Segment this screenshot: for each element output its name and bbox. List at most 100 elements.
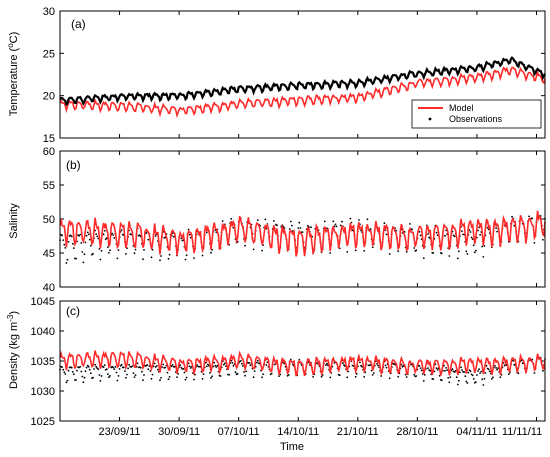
obs-point-c-174 [244, 374, 247, 377]
obs-point-b-362 [444, 234, 446, 237]
obs-point-c-163 [232, 364, 235, 367]
ylabel-a: Temperature (oC) [6, 32, 21, 117]
obs-point-b-307 [385, 233, 388, 236]
obs-point-c-219 [292, 363, 294, 366]
obs-point-c-123 [189, 367, 192, 369]
obs-point-c-374 [456, 383, 459, 386]
obs-point-b-204 [276, 224, 278, 227]
obs-point-b-217 [289, 220, 292, 223]
obs-point-c-382 [465, 380, 468, 383]
obs-point-c-134 [201, 377, 204, 380]
obs-point-c-42 [103, 364, 106, 366]
obs-point-c-78 [142, 379, 144, 382]
obs-point-c-44 [105, 368, 108, 370]
obs-point-c-342 [422, 380, 425, 382]
obs-point-b-294 [371, 246, 374, 249]
obs-point-c-117 [183, 371, 186, 374]
obs-point-b-75 [138, 234, 141, 237]
obs-point-b-411 [496, 230, 498, 233]
obs-point-b-224 [297, 227, 300, 229]
obs-point-c-431 [517, 372, 520, 375]
obs-point-b-389 [472, 244, 475, 247]
obs-point-c-76 [139, 366, 142, 369]
obs-point-b-273 [349, 217, 352, 220]
obs-point-b-18 [78, 235, 80, 237]
frame-a [59, 10, 546, 139]
obs-point-c-105 [170, 365, 173, 368]
obs-point-b-265 [341, 220, 343, 223]
obs-point-c-287 [364, 371, 367, 374]
ytick-label-c-1: 1030 [31, 386, 55, 398]
obs-point-c-238 [312, 376, 314, 378]
obs-point-b-38 [99, 258, 102, 261]
obs-point-c-2 [61, 366, 63, 368]
obs-point-c-129 [196, 364, 199, 366]
obs-point-c-348 [429, 369, 431, 372]
obs-point-c-183 [253, 370, 256, 372]
panel-tag-b: (b) [66, 158, 81, 172]
obs-point-c-191 [262, 373, 264, 376]
obs-point-c-346 [427, 367, 429, 369]
obs-point-c-162 [231, 361, 234, 364]
obs-point-c-56 [118, 368, 121, 370]
obs-point-c-11 [70, 366, 73, 369]
obs-point-c-284 [361, 365, 363, 368]
obs-point-c-121 [187, 362, 190, 365]
obs-point-c-8 [67, 369, 70, 372]
obs-point-c-343 [423, 374, 426, 376]
obs-point-c-89 [153, 362, 156, 365]
frame-c [59, 300, 546, 422]
obs-point-c-295 [372, 372, 375, 374]
obs-point-c-318 [397, 375, 400, 378]
obs-point-b-6 [65, 262, 68, 264]
obs-point-b-346 [427, 233, 429, 235]
obs-point-b-351 [432, 252, 435, 254]
obs-point-c-155 [224, 362, 226, 365]
obs-point-c-7 [66, 379, 69, 382]
obs-point-c-28 [88, 368, 91, 371]
obs-point-c-6 [65, 381, 68, 384]
obs-point-b-103 [168, 253, 171, 256]
obs-point-b-2 [61, 234, 63, 237]
obs-point-b-383 [466, 253, 469, 255]
obs-point-b-283 [360, 229, 362, 232]
obs-point-c-391 [475, 381, 477, 383]
obs-point-b-310 [388, 253, 391, 255]
obs-point-b-374 [456, 257, 459, 260]
obs-point-c-399 [483, 378, 486, 380]
obs-point-c-151 [219, 375, 222, 377]
obs-point-b-382 [465, 250, 468, 253]
obs-point-b-425 [511, 215, 513, 218]
obs-point-c-339 [419, 367, 422, 369]
obs-point-c-38 [99, 380, 102, 382]
obs-point-c-34 [95, 365, 98, 368]
obs-point-c-352 [433, 370, 436, 373]
obs-point-c-12 [71, 371, 74, 373]
obs-point-c-113 [179, 364, 182, 367]
obs-point-c-148 [216, 364, 219, 367]
obs-point-b-186 [256, 219, 259, 222]
obs-point-b-27 [87, 233, 90, 236]
panel-b: Salinity (b) 40 45 50 55 60 [8, 146, 546, 294]
obs-point-c-414 [499, 376, 502, 378]
obs-point-b-225 [298, 221, 301, 224]
obs-point-c-25 [85, 366, 88, 369]
obs-point-c-366 [448, 381, 451, 384]
obs-point-b-153 [221, 220, 224, 222]
panel-a: Temperature (oC) (a) 15 20 25 30 Model Obse… [6, 6, 546, 145]
obs-point-c-389 [472, 378, 475, 380]
obs-point-b-23 [83, 253, 86, 256]
obs-point-c-51 [113, 368, 116, 370]
obs-point-b-441 [528, 215, 530, 218]
obs-point-c-99 [164, 366, 167, 369]
legend-model-label: Model [449, 103, 474, 113]
ytick-label-b-1: 45 [43, 248, 55, 260]
ylabel-b: Salinity [8, 203, 20, 239]
obs-point-b-354 [435, 231, 438, 234]
obs-point-c-367 [449, 376, 452, 378]
obs-point-b-174 [244, 244, 247, 247]
obs-point-c-15 [75, 379, 77, 381]
obs-point-b-51 [113, 237, 116, 239]
obs-point-c-58 [120, 363, 123, 366]
